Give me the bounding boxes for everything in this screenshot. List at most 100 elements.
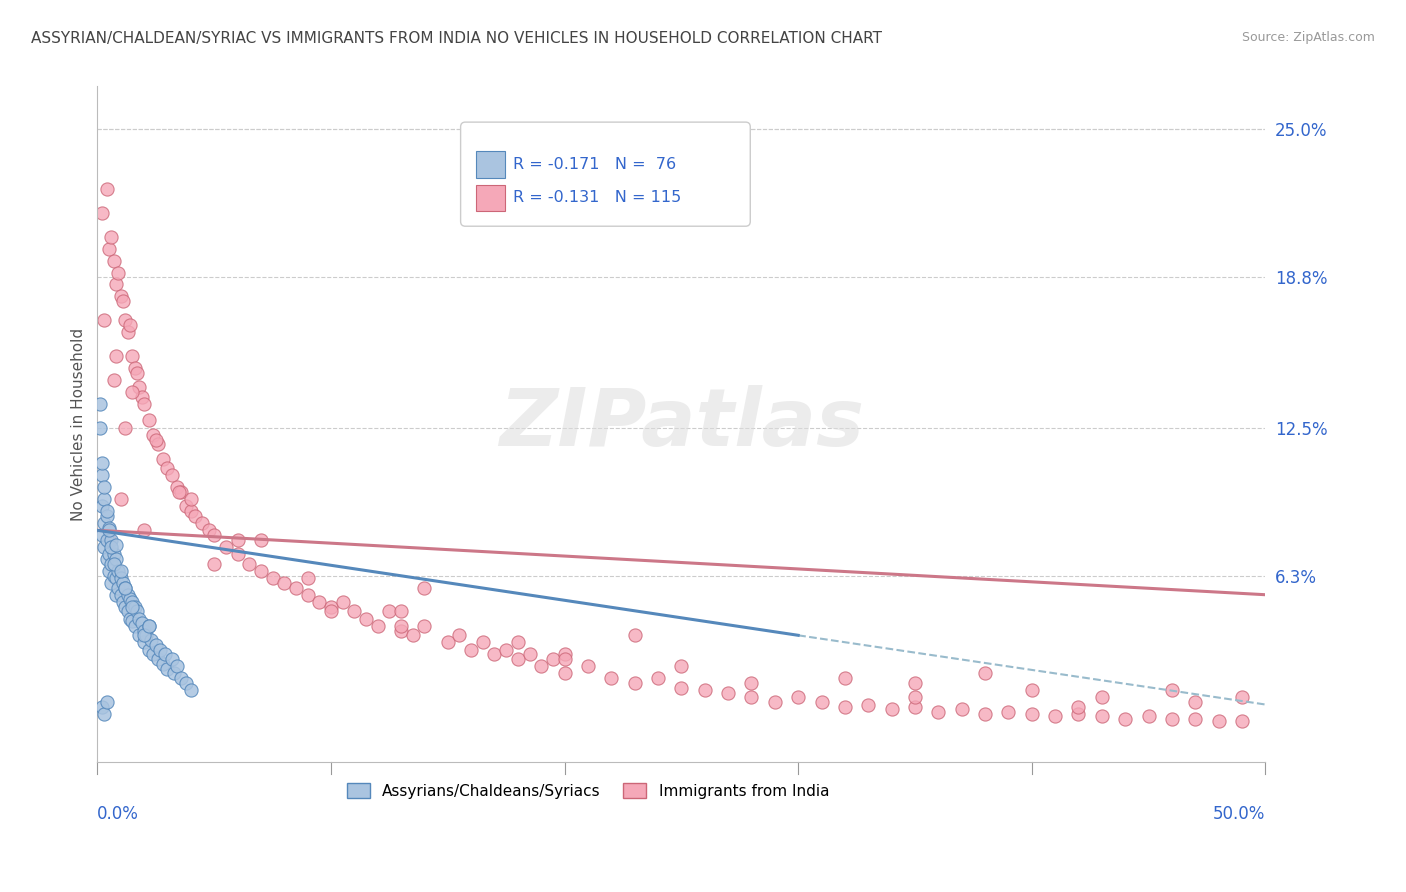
Point <box>166 659 188 673</box>
Point <box>191 516 214 530</box>
Point <box>436 635 458 649</box>
Point <box>180 492 202 507</box>
Point <box>160 468 183 483</box>
Point <box>110 289 132 303</box>
Point <box>834 671 856 685</box>
Point <box>810 695 832 709</box>
Point <box>132 397 155 411</box>
Point <box>904 676 927 690</box>
Point <box>121 384 143 399</box>
Point <box>96 508 118 523</box>
Point <box>91 500 114 514</box>
Point <box>413 619 436 633</box>
Point <box>132 635 155 649</box>
Point <box>160 652 183 666</box>
Point <box>1137 709 1160 723</box>
Legend: Assyrians/Chaldeans/Syriacs, Immigrants from India: Assyrians/Chaldeans/Syriacs, Immigrants … <box>340 777 835 805</box>
Point <box>354 611 377 625</box>
Point <box>100 575 122 590</box>
Point <box>100 557 122 571</box>
FancyBboxPatch shape <box>477 152 505 178</box>
Point <box>180 683 202 698</box>
Point <box>93 492 115 507</box>
Point <box>156 662 179 676</box>
Point <box>671 659 693 673</box>
Point <box>114 581 136 595</box>
Point <box>114 420 136 434</box>
Point <box>138 642 160 657</box>
Point <box>297 571 319 585</box>
Point <box>163 666 186 681</box>
Point <box>378 604 401 618</box>
Point <box>105 588 128 602</box>
Point <box>880 702 903 716</box>
Point <box>93 516 115 530</box>
Point <box>284 581 307 595</box>
Point <box>495 642 517 657</box>
Point <box>142 427 165 442</box>
Point <box>156 461 179 475</box>
Point <box>554 666 576 681</box>
Point <box>98 523 121 537</box>
Point <box>110 588 132 602</box>
Point <box>105 571 128 585</box>
Point <box>100 229 122 244</box>
Point <box>112 595 135 609</box>
Point <box>1021 683 1043 698</box>
Point <box>904 690 927 705</box>
Point <box>997 705 1019 719</box>
Point <box>319 599 342 614</box>
FancyBboxPatch shape <box>461 122 751 227</box>
Point <box>98 547 121 561</box>
Point <box>110 571 132 585</box>
Text: 50.0%: 50.0% <box>1213 805 1265 822</box>
Point <box>112 575 135 590</box>
Point <box>166 480 188 494</box>
Point <box>135 628 157 642</box>
Point <box>1091 709 1114 723</box>
Point <box>1091 690 1114 705</box>
Point <box>121 349 143 363</box>
Point <box>834 699 856 714</box>
Point <box>121 599 143 614</box>
Point <box>128 380 150 394</box>
Point <box>91 468 114 483</box>
Point <box>1208 714 1230 729</box>
Point <box>215 540 238 554</box>
Point <box>576 659 599 673</box>
Point <box>1184 712 1206 726</box>
Point <box>138 413 160 427</box>
Point <box>858 698 880 712</box>
Point <box>927 705 949 719</box>
Point <box>120 592 142 607</box>
Point <box>1230 714 1253 729</box>
Point <box>149 642 172 657</box>
Point <box>117 604 139 618</box>
Point <box>96 533 118 547</box>
FancyBboxPatch shape <box>477 185 505 211</box>
Point <box>740 676 762 690</box>
Point <box>174 500 197 514</box>
Point <box>107 581 129 595</box>
Point <box>202 557 225 571</box>
Point <box>93 707 115 722</box>
Point <box>367 619 389 633</box>
Point <box>124 599 146 614</box>
Point <box>623 628 645 642</box>
Point <box>519 648 541 662</box>
Point <box>413 581 436 595</box>
Point <box>132 624 155 638</box>
Point <box>103 373 125 387</box>
Point <box>114 313 136 327</box>
Point <box>974 666 997 681</box>
Point <box>125 604 148 618</box>
Point <box>974 707 997 722</box>
Point <box>202 528 225 542</box>
Point <box>180 504 202 518</box>
Point <box>319 604 342 618</box>
Y-axis label: No Vehicles in Household: No Vehicles in Household <box>72 327 86 521</box>
Point <box>103 568 125 582</box>
Point <box>100 540 122 554</box>
Point <box>125 366 148 380</box>
Point <box>145 433 167 447</box>
